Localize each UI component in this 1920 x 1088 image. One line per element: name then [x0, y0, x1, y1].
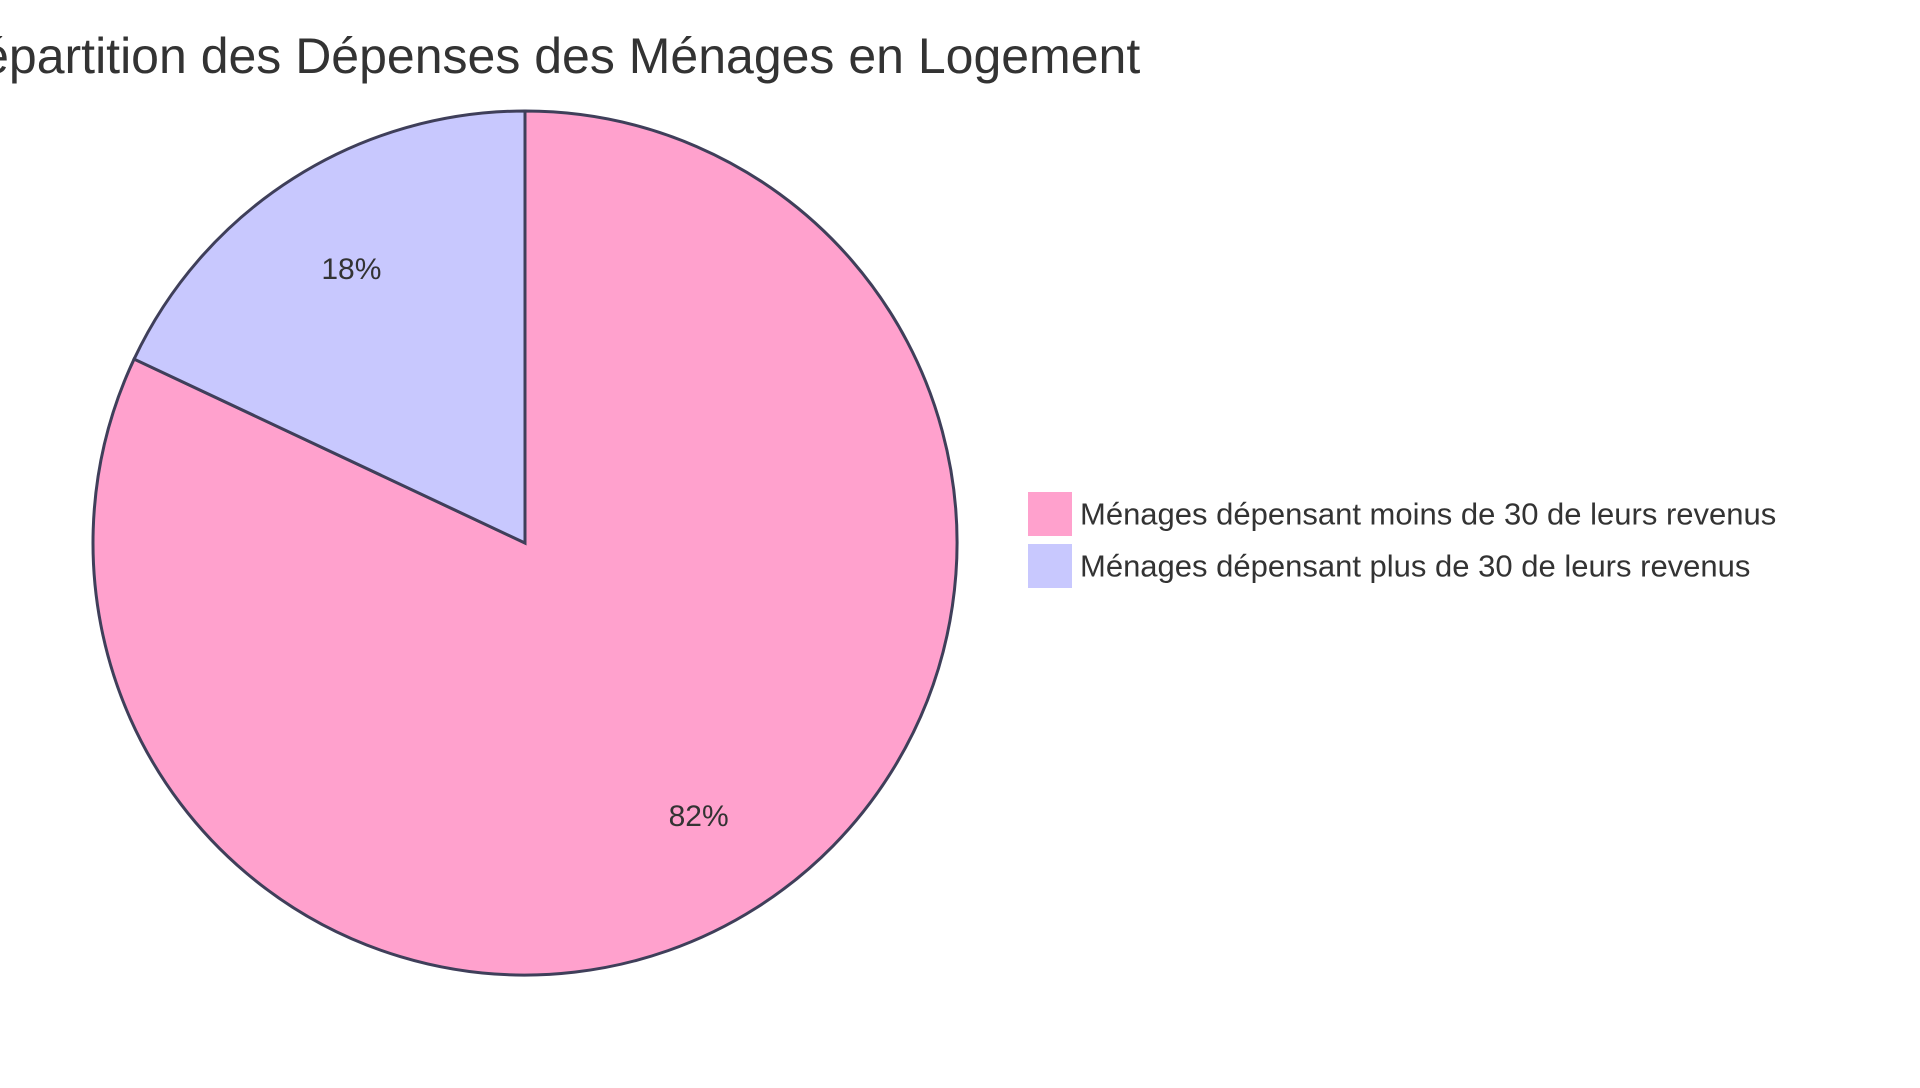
slice-label-1: 82% — [669, 800, 729, 833]
legend-label-1: Ménages dépensant moins de 30 de leurs r… — [1080, 497, 1776, 532]
slice-labels: 82% 18% — [321, 253, 728, 833]
legend-swatch-2 — [1028, 544, 1072, 588]
pie-slice-1 — [91, 109, 959, 977]
legend-item-2: Ménages dépensant plus de 30 de leurs re… — [1028, 544, 1750, 588]
legend-label-2: Ménages dépensant plus de 30 de leurs re… — [1080, 549, 1750, 584]
slice-label-2: 18% — [321, 253, 381, 286]
legend-swatch-1 — [1028, 492, 1072, 536]
legend-item-1: Ménages dépensant moins de 30 de leurs r… — [1028, 492, 1776, 536]
legend: Ménages dépensant moins de 30 de leurs r… — [1028, 492, 1776, 588]
chart-title: Répartition des Dépenses des Ménages en … — [0, 28, 1140, 84]
pie-slice-2 — [132, 109, 527, 546]
pie-slices — [91, 109, 959, 977]
